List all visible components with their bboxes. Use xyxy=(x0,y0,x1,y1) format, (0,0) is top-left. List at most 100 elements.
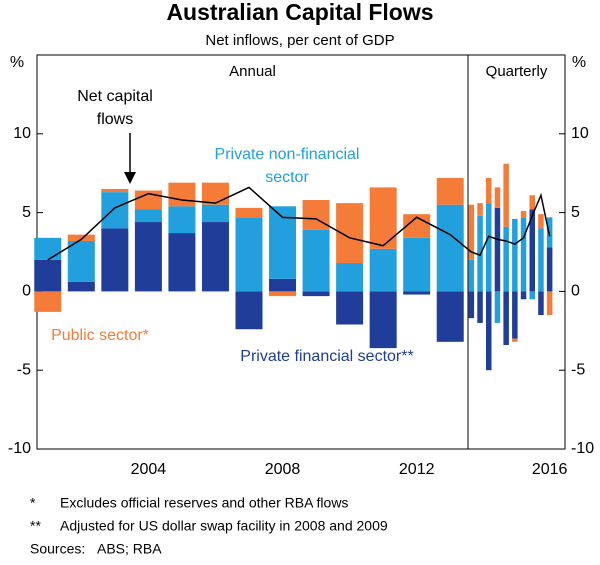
bar-segment xyxy=(235,217,263,292)
bar-segment xyxy=(134,209,162,223)
footnote-mark: * xyxy=(30,495,36,511)
sources-label: Sources: xyxy=(30,541,85,557)
bar-segment xyxy=(486,177,492,204)
series-label: Private non-financial xyxy=(215,146,360,163)
bar-segment xyxy=(503,291,509,345)
bar-segment xyxy=(168,182,196,207)
bar-segment xyxy=(546,291,553,316)
bar-segment xyxy=(201,204,229,223)
series-label: sector xyxy=(265,169,309,186)
bar-segment xyxy=(512,291,518,339)
bar-segment xyxy=(403,291,431,295)
y-unit: % xyxy=(10,54,24,71)
bar-segment xyxy=(538,214,544,229)
bar-segment xyxy=(67,240,95,282)
arrow-head xyxy=(124,172,136,184)
bar-segment xyxy=(494,291,501,323)
y-tick-label: 0 xyxy=(22,283,31,300)
line-link xyxy=(449,234,472,253)
bar-segment xyxy=(336,291,364,325)
bar-segment xyxy=(468,259,475,292)
bar-segment xyxy=(269,291,297,297)
bar-segment xyxy=(369,187,397,249)
y-tick-label: -10 xyxy=(571,440,594,457)
bar-segment xyxy=(538,291,544,316)
footnote: Excludes official reserves and other RBA… xyxy=(60,495,348,511)
bar-segment xyxy=(486,291,492,371)
bar-segment xyxy=(520,217,527,292)
footnote-mark: ** xyxy=(30,518,41,534)
bar-segment xyxy=(336,263,364,292)
bar-segment xyxy=(512,338,518,342)
x-tick-label: 2016 xyxy=(532,461,568,478)
bar-segment xyxy=(134,222,162,292)
bar-segment xyxy=(486,203,492,292)
y-tick-label: 10 xyxy=(571,125,589,142)
bar-segment xyxy=(436,177,464,205)
y-tick-label: 10 xyxy=(13,125,31,142)
bar-segment xyxy=(101,192,129,229)
bar-segment xyxy=(101,188,129,193)
bar-segment xyxy=(468,291,475,319)
bar-segment xyxy=(269,278,297,292)
net-flows-line xyxy=(471,192,551,257)
chart-title: Australian Capital Flows xyxy=(166,0,433,25)
y-tick-label: -10 xyxy=(8,440,31,457)
bar-segment xyxy=(34,259,62,292)
series-label: Private financial sector** xyxy=(240,348,413,365)
bar-segment xyxy=(201,182,229,205)
bar-segment xyxy=(529,209,535,292)
bar-segment xyxy=(546,247,553,292)
bar-segment xyxy=(34,291,62,312)
chart-subtitle: Net inflows, per cent of GDP xyxy=(205,32,394,49)
bar-segment xyxy=(67,234,95,241)
y-tick-label: -5 xyxy=(17,361,31,378)
bar-segment xyxy=(201,222,229,292)
bar-segment xyxy=(369,248,397,292)
bar-segment xyxy=(235,291,263,330)
series-label: Net capital xyxy=(77,88,153,105)
bar-segment xyxy=(520,211,527,218)
bar-segment xyxy=(302,291,330,297)
bar-segment xyxy=(477,203,483,216)
bar-segment xyxy=(503,226,509,292)
bar-segment xyxy=(529,195,535,210)
bar-segment xyxy=(369,291,397,349)
net-flows-line xyxy=(47,186,451,261)
bar-segment xyxy=(235,207,263,218)
bar-segment xyxy=(436,291,464,342)
series-label: Public sector* xyxy=(51,327,149,344)
bar-segment xyxy=(101,228,129,292)
bar-segment xyxy=(436,204,464,292)
bar-segment xyxy=(494,187,501,208)
bar-segment xyxy=(520,291,527,300)
y-tick-label: 5 xyxy=(22,204,31,221)
y-tick-label: 0 xyxy=(571,283,580,300)
bar-segment xyxy=(546,217,553,248)
bar-segment xyxy=(477,291,483,323)
bar-segment xyxy=(168,206,196,234)
bar-segment xyxy=(512,218,518,292)
series-label: flows xyxy=(97,111,133,128)
x-tick-label: 2004 xyxy=(131,461,167,478)
y-tick-label: -5 xyxy=(571,361,585,378)
bar-segment xyxy=(538,228,544,292)
bar-segment xyxy=(168,233,196,292)
y-tick-label: 5 xyxy=(571,204,580,221)
x-tick-label: 2008 xyxy=(265,461,301,478)
bar-segment xyxy=(503,163,509,227)
bar-segment xyxy=(529,291,535,300)
x-tick-label: 2012 xyxy=(399,461,435,478)
bar-segment xyxy=(302,229,330,292)
bar-segment xyxy=(67,281,95,292)
y-unit: % xyxy=(572,54,586,71)
bar-segment xyxy=(403,237,431,292)
footnote: Adjusted for US dollar swap facility in … xyxy=(60,518,388,534)
bar-segment xyxy=(34,237,62,260)
section-label: Quarterly xyxy=(486,63,548,80)
sources: ABS; RBA xyxy=(97,541,162,557)
section-label: Annual xyxy=(229,63,276,80)
bar-segment xyxy=(468,204,475,260)
bar-segment xyxy=(302,199,330,230)
